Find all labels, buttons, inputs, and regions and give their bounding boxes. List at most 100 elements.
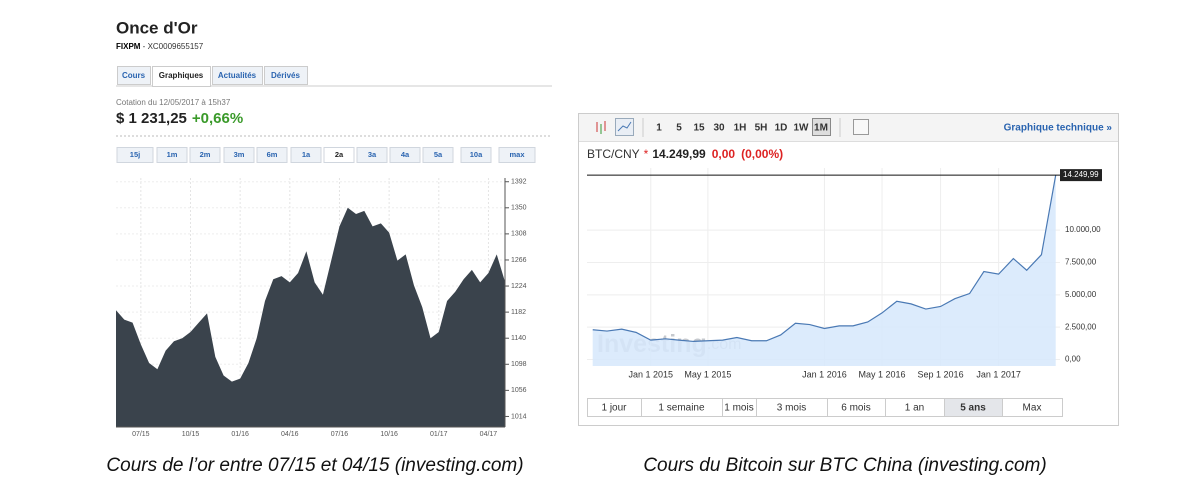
range-label[interactable]: 6 mois bbox=[841, 403, 870, 414]
range-label[interactable]: 1a bbox=[302, 150, 311, 159]
range-button[interactable] bbox=[460, 147, 492, 163]
y-tick-label: 1140 bbox=[511, 335, 526, 342]
range-label[interactable]: 2m bbox=[200, 150, 211, 159]
y-tick-label: 0,00 bbox=[1065, 355, 1081, 364]
x-tick-label: 04/16 bbox=[281, 431, 299, 438]
range-label[interactable]: 1 an bbox=[905, 403, 924, 414]
range-label[interactable]: 3 mois bbox=[777, 403, 806, 414]
change-pct: (0,00%) bbox=[741, 147, 783, 161]
range-label[interactable]: 10a bbox=[470, 150, 483, 159]
interval[interactable]: 1M bbox=[814, 123, 828, 134]
table-icon[interactable] bbox=[853, 119, 869, 135]
x-tick-label: 01/16 bbox=[231, 431, 249, 438]
range-button[interactable] bbox=[290, 147, 322, 163]
range-button[interactable] bbox=[1002, 398, 1063, 417]
x-tick-label: Sep 1 2016 bbox=[918, 369, 964, 379]
y-tick-label: 1266 bbox=[511, 257, 527, 264]
y-tick-label: 1014 bbox=[511, 413, 527, 420]
x-tick-label: 07/16 bbox=[331, 431, 349, 438]
x-tick-label: May 1 2015 bbox=[684, 369, 731, 379]
tab-label[interactable]: Dérivés bbox=[271, 71, 300, 80]
technical-link[interactable]: Graphique technique » bbox=[1004, 123, 1113, 134]
range-label[interactable]: 6m bbox=[267, 150, 278, 159]
range-label[interactable]: 1 jour bbox=[601, 403, 627, 414]
range-label[interactable]: 1m bbox=[167, 150, 178, 159]
code-bold: FIXPM bbox=[116, 42, 141, 51]
btc-quote: BTC/CNY * 14.249,99 0,00 (0,00%) bbox=[587, 147, 783, 161]
btc-toolbar bbox=[579, 114, 1118, 141]
range-label[interactable]: 2a bbox=[335, 150, 344, 159]
interval[interactable]: 1D bbox=[775, 123, 788, 134]
range-label[interactable]: 5 ans bbox=[960, 403, 986, 414]
range-button[interactable] bbox=[223, 147, 255, 163]
tab-label[interactable]: Actualités bbox=[218, 71, 257, 80]
range-label[interactable]: max bbox=[509, 150, 525, 159]
x-tick-label: 10/16 bbox=[380, 431, 398, 438]
range-label[interactable]: 1 semaine bbox=[658, 403, 705, 414]
change: +0,66% bbox=[192, 110, 243, 127]
gold-title: Once d'Or bbox=[116, 18, 198, 37]
range-label[interactable]: 1 mois bbox=[724, 403, 753, 414]
y-tick-label: 1350 bbox=[511, 205, 527, 212]
interval-active[interactable] bbox=[812, 118, 831, 136]
y-tick-label: 1098 bbox=[511, 361, 527, 368]
interval[interactable]: 1 bbox=[656, 123, 662, 134]
interval[interactable]: 30 bbox=[713, 123, 725, 134]
x-tick-label: May 1 2016 bbox=[859, 369, 906, 379]
y-tick-label: 2.500,00 bbox=[1065, 322, 1097, 331]
range-label[interactable]: 4a bbox=[401, 150, 410, 159]
y-tick-label: 1182 bbox=[511, 309, 526, 316]
interval[interactable]: 15 bbox=[693, 123, 705, 134]
interval[interactable]: 1W bbox=[794, 123, 810, 134]
y-tick-label: 1392 bbox=[511, 179, 527, 186]
tab[interactable] bbox=[264, 66, 308, 85]
range-button[interactable] bbox=[116, 147, 154, 163]
value-label: 14.249,99 bbox=[1063, 170, 1099, 179]
range-button[interactable] bbox=[323, 147, 355, 163]
x-tick-label: Jan 1 2017 bbox=[976, 369, 1021, 379]
interval[interactable]: 1H bbox=[734, 123, 747, 134]
candle-icon bbox=[596, 121, 606, 134]
range-button[interactable] bbox=[389, 147, 421, 163]
range-label[interactable]: 15j bbox=[130, 150, 140, 159]
gold-quote: $ 1 231,25 +0,66% bbox=[116, 110, 243, 127]
x-tick-label: Jan 1 2015 bbox=[628, 369, 673, 379]
tab-label[interactable]: Graphiques bbox=[159, 71, 204, 80]
tab[interactable] bbox=[117, 66, 151, 85]
range-button[interactable] bbox=[356, 147, 388, 163]
range-button[interactable] bbox=[256, 147, 288, 163]
range-label[interactable]: 5a bbox=[434, 150, 443, 159]
range-button[interactable] bbox=[422, 147, 454, 163]
y-tick-label: 7.500,00 bbox=[1065, 258, 1097, 267]
range-label[interactable]: 3a bbox=[368, 150, 377, 159]
line-icon-glyph bbox=[617, 121, 632, 132]
x-tick-label: 07/15 bbox=[132, 431, 150, 438]
range-button[interactable] bbox=[498, 147, 536, 163]
area bbox=[116, 207, 505, 427]
y-tick-label: 10.000,00 bbox=[1065, 225, 1101, 234]
interval[interactable]: 5H bbox=[755, 123, 768, 134]
price: 14.249,99 bbox=[652, 147, 706, 161]
range-button[interactable] bbox=[189, 147, 221, 163]
interval[interactable]: 5 bbox=[676, 123, 682, 134]
y-tick-label: 1308 bbox=[511, 231, 527, 238]
x-tick-label: 01/17 bbox=[430, 431, 448, 438]
tab-label[interactable]: Cours bbox=[122, 71, 146, 80]
gold-code: FIXPM - XC0009655157 bbox=[116, 42, 204, 51]
range-button[interactable] bbox=[156, 147, 188, 163]
y-tick-label: 1224 bbox=[511, 283, 527, 290]
range-label[interactable]: 3m bbox=[234, 150, 245, 159]
x-tick-label: Jan 1 2016 bbox=[802, 369, 847, 379]
code-rest: - XC0009655157 bbox=[140, 42, 203, 51]
line bbox=[592, 175, 1057, 343]
pair: BTC/CNY bbox=[587, 147, 640, 161]
y-tick-label: 5.000,00 bbox=[1065, 290, 1097, 299]
quote-date: Cotation du 12/05/2017 à 15h37 bbox=[116, 98, 231, 107]
tab[interactable] bbox=[212, 66, 263, 85]
area bbox=[592, 175, 1056, 366]
price: $ 1 231,25 bbox=[116, 110, 187, 127]
change: 0,00 bbox=[712, 147, 736, 161]
range-label[interactable]: Max bbox=[1023, 403, 1042, 414]
tab[interactable] bbox=[152, 66, 211, 87]
